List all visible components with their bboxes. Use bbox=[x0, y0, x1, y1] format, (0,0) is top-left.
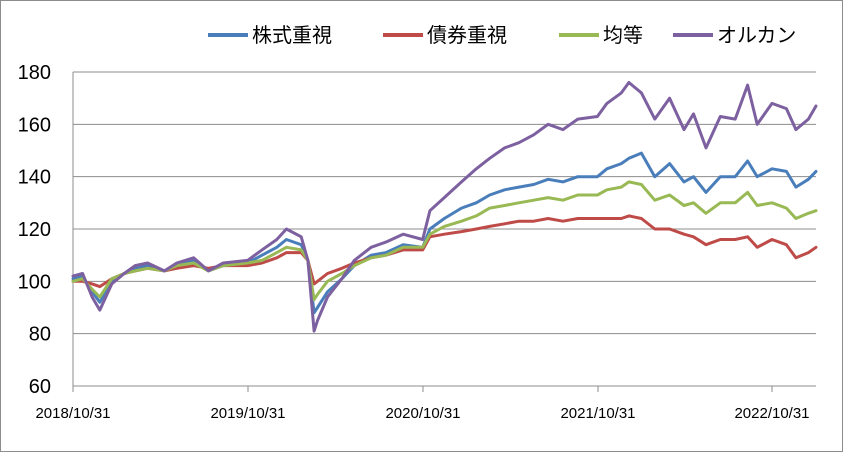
y-tick-label: 120 bbox=[18, 219, 51, 241]
x-tick-label: 2022/10/31 bbox=[734, 405, 809, 422]
legend: 株式重視 債券重視 均等 オルカン bbox=[208, 23, 796, 47]
y-tick-label: 180 bbox=[18, 62, 51, 84]
y-tick-label: 100 bbox=[18, 271, 51, 293]
y-tick-label: 60 bbox=[29, 376, 51, 398]
x-tick-label: 2018/10/31 bbox=[35, 405, 110, 422]
x-tick-label: 2019/10/31 bbox=[210, 405, 285, 422]
x-tick-label: 2021/10/31 bbox=[560, 405, 635, 422]
series-line bbox=[71, 81, 818, 333]
x-axis-ticks: 2018/10/31 2019/10/31 2020/10/31 2021/10/31… bbox=[35, 405, 809, 422]
y-axis-ticks: 60 80 100 120 140 160 180 bbox=[18, 62, 51, 398]
y-tick-label: 140 bbox=[18, 167, 51, 189]
x-tick-label: 2020/10/31 bbox=[385, 405, 460, 422]
axes bbox=[72, 72, 816, 392]
grid-lines bbox=[73, 71, 816, 335]
series-line bbox=[71, 214, 818, 289]
legend-label: 株式重視 bbox=[252, 23, 332, 47]
y-tick-label: 80 bbox=[29, 324, 51, 346]
legend-label: 債券重視 bbox=[427, 23, 507, 47]
y-tick-label: 160 bbox=[18, 114, 51, 136]
legend-label: 均等 bbox=[603, 23, 643, 47]
legend-label: オルカン bbox=[717, 23, 796, 47]
series-line bbox=[71, 180, 818, 302]
series-lines bbox=[71, 81, 818, 333]
